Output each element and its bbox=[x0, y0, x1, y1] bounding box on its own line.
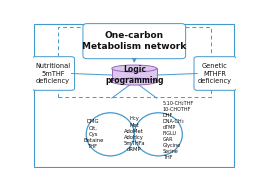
Text: Nutritional
5mTHF
deficiency: Nutritional 5mTHF deficiency bbox=[35, 64, 70, 84]
Polygon shape bbox=[112, 68, 157, 82]
FancyBboxPatch shape bbox=[83, 24, 185, 59]
Text: One-carbon
Metabolism network: One-carbon Metabolism network bbox=[82, 31, 186, 51]
Ellipse shape bbox=[112, 65, 157, 72]
Text: Logic
programming: Logic programming bbox=[105, 65, 163, 85]
Text: DMG
Cit,
Cys
Betaine
THF: DMG Cit, Cys Betaine THF bbox=[83, 119, 103, 149]
Text: Hcy
Met
AdoMet
AdoHcy
5mTHFa
dRMP: Hcy Met AdoMet AdoHcy 5mTHFa dRMP bbox=[123, 116, 145, 152]
FancyBboxPatch shape bbox=[194, 57, 237, 90]
FancyBboxPatch shape bbox=[32, 57, 75, 90]
Text: 5,10-CH₂THF
10-CHOTHF
DHF
DNA-CH₃
dTMP
FIGLU
GAR
Glycine
Serine
THF: 5,10-CH₂THF 10-CHOTHF DHF DNA-CH₃ dTMP F… bbox=[163, 101, 194, 160]
Text: Genetic
MTHFR
deficiency: Genetic MTHFR deficiency bbox=[198, 64, 232, 84]
Ellipse shape bbox=[112, 78, 157, 85]
